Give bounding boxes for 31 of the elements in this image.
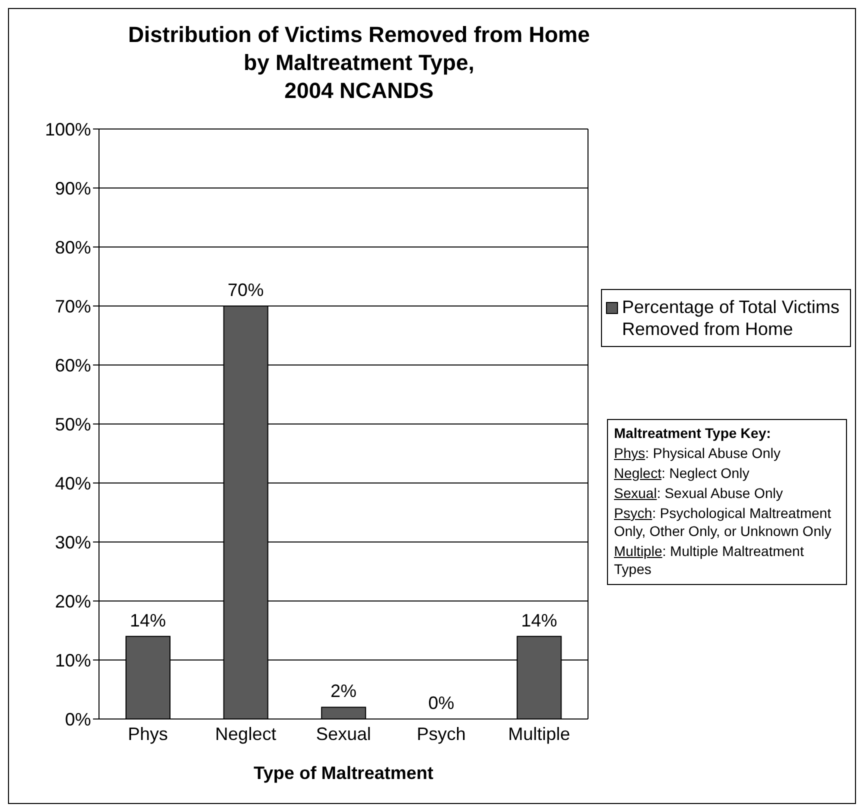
y-tick-label: 20% [54,591,91,612]
text: Sexual: Sexual Abuse Only [614,484,784,502]
y-tick-label: 50% [54,414,91,434]
x-tick-label: Phys [128,724,168,744]
data-label: 14% [130,610,166,630]
bar [321,706,366,719]
x-tick-label: Psych [416,724,466,744]
y-tick-label: 40% [54,473,91,494]
data-label: 2% [330,681,357,702]
text: Neglect: Neglect Only [614,464,750,482]
y-tick-label: 60% [54,355,91,376]
x-tick-label: Sexual [316,724,372,744]
chart-title: Distribution of Victims Removed from Home by Maltreatment Type, 2004 NCANDS [127,21,591,105]
text: Phys: Physical Abuse Only [614,444,782,462]
y-tick-label: 30% [54,532,91,552]
y-tick-label: 70% [54,296,91,316]
data-label: 14% [521,610,558,630]
y-tick-label: 10% [54,650,91,670]
text: Multiple: Multiple Maltreatment Types [614,542,805,578]
x-axis-title: Type of Maltreatment [254,763,434,783]
legend-label: Percentage of Total Victims Removed from Home [622,296,840,340]
x-tick-label: Multiple [508,724,570,744]
data-label: 0% [428,693,454,713]
y-tick-label: 100% [44,119,91,140]
y-tick-label: 80% [54,237,91,258]
data-label: 70% [228,280,264,300]
text: Maltreatment Type Key: [614,424,772,442]
y-tick-label: 0% [64,709,91,730]
text: Psych: Psychological Maltreatment Only, Other Only, or Unknown Only [614,504,832,540]
y-tick-label: 90% [54,178,91,198]
x-tick-label: Neglect [215,724,276,744]
